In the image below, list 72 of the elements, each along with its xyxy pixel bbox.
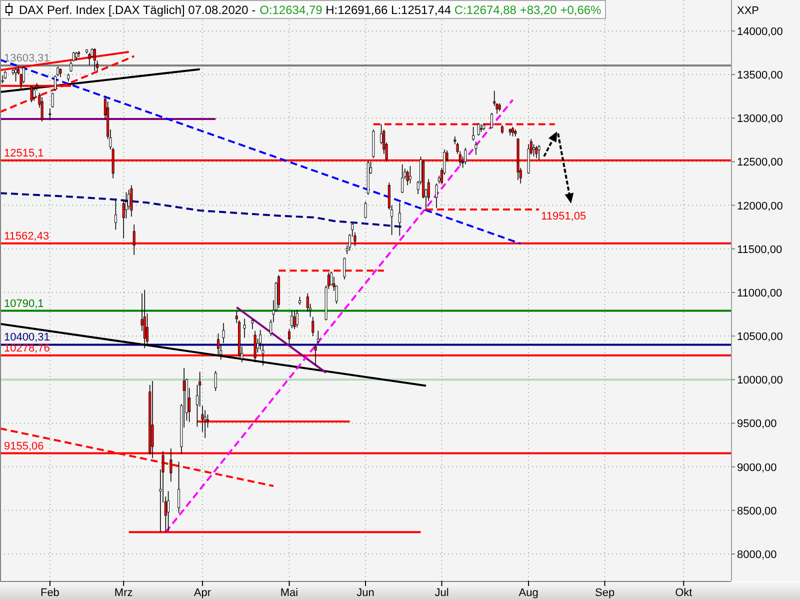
y-tick-label: 9500,00 <box>737 418 777 430</box>
candlestick <box>435 183 438 208</box>
candlestick <box>474 141 478 156</box>
y-tick-label: 10000,00 <box>737 374 783 387</box>
candlestick <box>364 201 367 219</box>
candlestick <box>51 92 54 108</box>
candlestick <box>401 164 404 194</box>
candlestick <box>262 344 264 366</box>
ref-line-label: 10790,1 <box>4 298 44 310</box>
candlestick <box>288 328 290 346</box>
x-tick-label: Jun <box>356 587 374 599</box>
y-axis-title: XXP <box>737 5 760 17</box>
x-tick-label: Mrz <box>114 587 133 599</box>
candlestick <box>70 61 72 72</box>
y-tick-label: 9000,00 <box>737 462 777 474</box>
candlestick <box>72 51 75 62</box>
y-tick-label: 13000,00 <box>737 113 783 126</box>
candlestick <box>406 170 409 186</box>
candlestick <box>130 184 133 218</box>
ref-line-label: 13603,31 <box>4 52 50 65</box>
candlestick <box>114 198 117 230</box>
candlestick <box>490 112 493 129</box>
ref-line-label: 12515,1 <box>4 147 44 160</box>
candlestick <box>472 126 475 142</box>
candlestick <box>214 370 217 392</box>
x-tick-label: Mai <box>280 587 298 599</box>
candlestick <box>251 318 254 330</box>
candlestick <box>178 461 180 514</box>
x-tick-label: Jul <box>434 587 449 599</box>
candlestick <box>14 68 18 82</box>
candlestick <box>222 322 225 344</box>
candlestick <box>477 122 480 136</box>
ref-line-label: 10400,31 <box>4 332 50 344</box>
candlestick <box>167 490 170 532</box>
y-tick-label: 14000,00 <box>737 26 783 38</box>
candlestick <box>48 108 52 120</box>
y-tick-label: 11000,00 <box>737 287 782 300</box>
y-tick-label: 13500,00 <box>737 70 783 82</box>
y-tick-label: 8500,00 <box>737 505 777 518</box>
x-tick-label: Feb <box>40 587 60 599</box>
candlestick <box>343 257 346 280</box>
ref-line-label: 11562,43 <box>4 230 50 242</box>
candlestick <box>270 319 272 336</box>
annotation: 11951,05 <box>541 210 586 223</box>
x-tick-label: Sep <box>594 587 615 599</box>
candlestick <box>398 202 401 236</box>
chart-subtitle: O:12634,79 H:12691,66 L:12517,44 C:12674,88 +83,20 +0,66% <box>260 2 602 16</box>
y-tick-label: 11500,00 <box>737 244 782 256</box>
candlestick <box>316 330 320 344</box>
candlestick <box>293 310 296 330</box>
candlestick <box>408 166 412 184</box>
candlestick <box>204 410 206 438</box>
x-tick-label: Okt <box>675 587 692 599</box>
ref-line-label: 9155,06 <box>4 440 44 452</box>
candlestick <box>312 316 314 336</box>
candlestick <box>512 126 514 137</box>
candlestick <box>464 147 467 165</box>
candlestick <box>296 309 298 328</box>
candlestick <box>538 144 540 161</box>
y-tick-label: 10500,00 <box>737 331 783 344</box>
candlestick <box>290 310 294 329</box>
chart-title: DAX Perf. Index [.DAX Täglich] 07.08.2020 - <box>19 2 256 16</box>
y-tick-label: 12000,00 <box>737 200 783 212</box>
y-tick-label: 8000,00 <box>737 548 777 561</box>
x-tick-label: Aug <box>518 587 538 599</box>
candlestick <box>493 90 496 106</box>
x-tick-label: Apr <box>194 587 212 599</box>
y-tick-label: 12500,00 <box>737 156 783 169</box>
candlestick <box>243 318 246 338</box>
candlestick <box>532 144 536 157</box>
candlestick <box>259 330 262 350</box>
ref-line-label: 10278,76 <box>4 342 50 354</box>
